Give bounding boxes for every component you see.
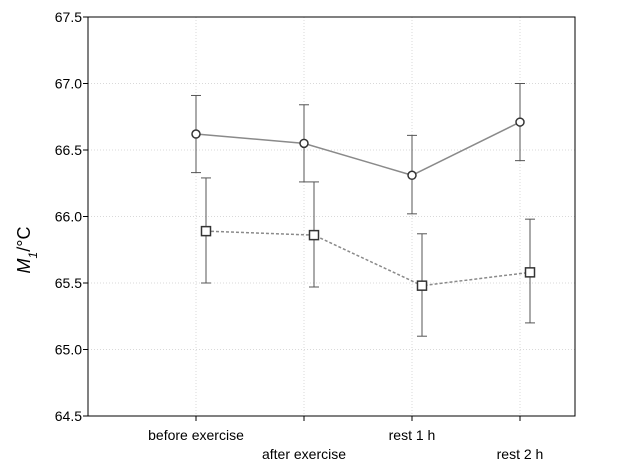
series-2 (200, 177, 536, 337)
data-point (524, 267, 536, 278)
x-tick-label: after exercise (262, 446, 346, 462)
y-axis-label: M1/°C (14, 227, 40, 274)
x-tick-label: rest 2 h (497, 446, 544, 462)
x-tick-label: rest 1 h (389, 427, 436, 443)
data-point (407, 170, 417, 181)
grid (88, 17, 575, 416)
y-tick-label: 67.0 (55, 76, 82, 92)
y-axis-label-unit: /°C (14, 227, 34, 252)
y-tick-label: 67.5 (55, 9, 82, 25)
y-tick-label: 66.0 (55, 209, 82, 225)
data-point (299, 138, 309, 149)
y-tick-label: 65.0 (55, 342, 82, 358)
y-axis-label-main: M (14, 258, 34, 273)
data-point (308, 229, 320, 241)
y-axis: 64.5 65.0 65.5 66.0 66.5 67.0 67.5 (55, 9, 88, 424)
y-tick-label: 64.5 (55, 408, 82, 424)
data-point (191, 129, 201, 139)
data-point (416, 280, 428, 291)
series-1 (191, 83, 525, 215)
series-line (195, 121, 521, 177)
series-line (205, 230, 531, 287)
x-tick-label: before exercise (148, 427, 244, 443)
y-axis-label-sub: 1 (26, 252, 40, 259)
y-tick-label: 66.5 (55, 142, 82, 158)
data-point (515, 117, 525, 127)
series-layer (191, 83, 536, 337)
y-tick-label: 65.5 (55, 275, 82, 291)
x-axis: before exercise after exercise rest 1 h res… (148, 416, 543, 462)
data-point (200, 225, 212, 237)
